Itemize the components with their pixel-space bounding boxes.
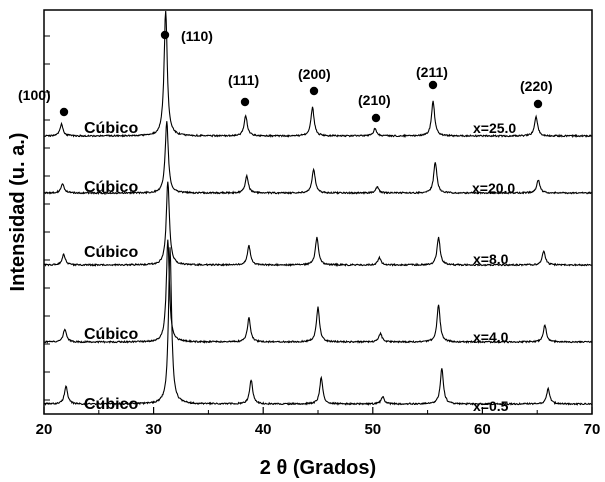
composition-label: x=20.0 xyxy=(472,180,515,196)
trace-x=4.0 xyxy=(43,239,593,344)
trace-x=8.0 xyxy=(43,181,593,267)
x-tick-label: 70 xyxy=(584,421,601,438)
miller-index-label: (220) xyxy=(520,78,553,94)
phase-label: Cúbico xyxy=(84,120,138,137)
trace-x=0.5 xyxy=(43,247,593,406)
miller-index-label: (111) xyxy=(228,72,259,88)
composition-label: x=0.5 xyxy=(473,398,509,414)
traces-group xyxy=(43,10,593,406)
composition-label: x=25.0 xyxy=(473,120,516,136)
composition-label: x=4.0 xyxy=(473,329,509,345)
x-axis-title: 2 θ (Grados) xyxy=(260,457,376,479)
x-tick-label: 60 xyxy=(474,421,491,438)
y-ticks-group xyxy=(44,35,50,401)
miller-index-label: (210) xyxy=(358,92,391,108)
phase-label: Cúbico xyxy=(84,244,138,261)
x-ticks-group: 20 30 40 50 60 70 xyxy=(36,407,601,438)
trace-labels-group: Cúbico x=0.5 Cúbico x=4.0 Cúbico x=8.0 Cúbico x… xyxy=(84,120,516,414)
phase-label: Cúbico xyxy=(84,179,138,196)
phase-marker xyxy=(240,97,250,107)
phase-marker xyxy=(160,30,170,40)
miller-index-label: (200) xyxy=(298,66,331,82)
x-tick-label: 50 xyxy=(364,421,381,438)
trace-x=20.0 xyxy=(43,121,593,196)
composition-label: x=8.0 xyxy=(473,251,509,267)
phase-marker xyxy=(371,113,381,123)
phase-marker xyxy=(309,86,319,96)
phase-marker xyxy=(59,107,69,117)
phase-marker xyxy=(428,80,438,90)
phase-marker xyxy=(533,99,543,109)
phase-label: Cúbico xyxy=(84,396,138,413)
annotations-group: (100) (110) (111) (200) (210) (211) (220) xyxy=(18,28,553,123)
phase-label: Cúbico xyxy=(84,326,138,343)
x-tick-label: 20 xyxy=(36,421,53,438)
y-axis-title: Intensidad (u. a.) xyxy=(7,133,29,292)
trace-x=25.0 xyxy=(43,10,593,139)
miller-index-label: (211) xyxy=(416,64,448,80)
miller-index-label: (100) xyxy=(18,87,51,103)
x-tick-label: 30 xyxy=(145,421,162,438)
miller-index-label: (110) xyxy=(181,28,213,44)
x-tick-label: 40 xyxy=(255,421,272,438)
